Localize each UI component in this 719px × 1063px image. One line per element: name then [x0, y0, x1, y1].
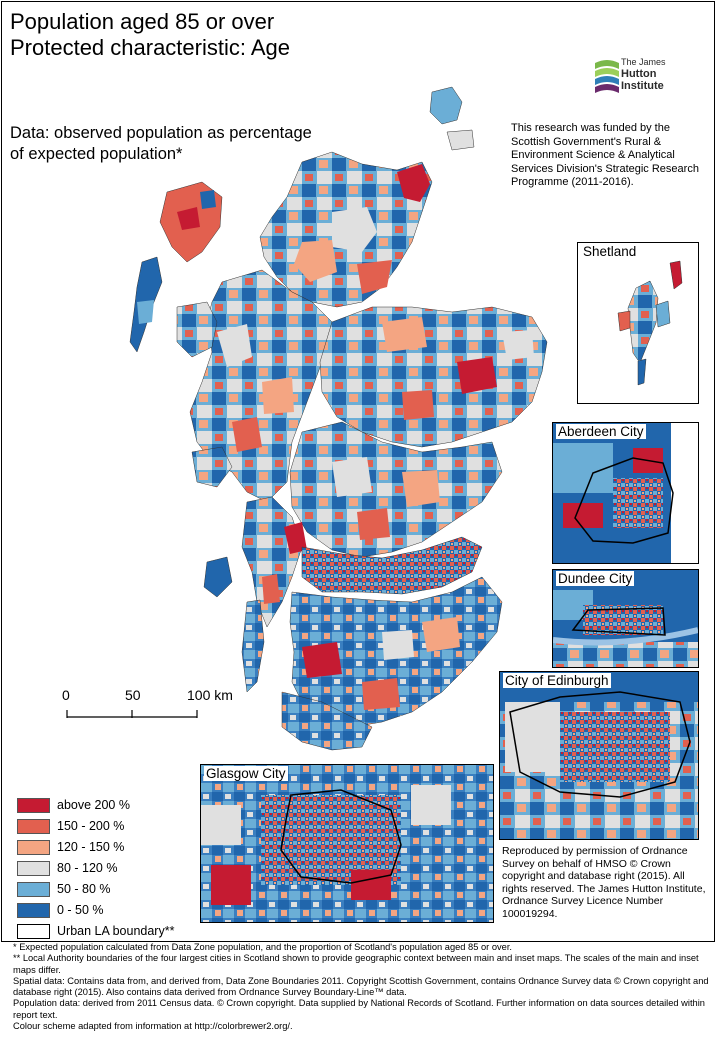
- logo-mark-icon: [595, 60, 619, 93]
- inset-label-dundee: Dundee City: [556, 571, 635, 586]
- inset-label-glasgow: Glasgow City: [204, 766, 288, 781]
- scotland-main-map: [66, 86, 548, 751]
- legend-label: 80 - 120 %: [57, 861, 118, 875]
- map-frame: Population aged 85 or over Protected cha…: [1, 1, 715, 942]
- title-line-2: Protected characteristic: Age: [10, 35, 291, 60]
- legend-item: 120 - 150 %: [17, 839, 217, 856]
- copyright-note: Reproduced by permission of Ordnance Sur…: [502, 845, 706, 920]
- legend-swatch: [17, 882, 50, 897]
- inset-label-aberdeen: Aberdeen City: [556, 424, 646, 439]
- edinburgh-map: [500, 672, 698, 839]
- funding-note: This research was funded by the Scottish…: [511, 122, 699, 188]
- inset-label-edinburgh: City of Edinburgh: [503, 673, 611, 688]
- footnote: * Expected population calculated from Da…: [13, 942, 512, 952]
- footnote: Colour scheme adapted from information a…: [13, 1021, 293, 1032]
- inset-dundee: Dundee City: [552, 569, 699, 668]
- legend-swatch: [17, 798, 50, 813]
- logo-line-1: The James: [621, 57, 666, 67]
- footnote: Spatial data: Contains data from, and de…: [13, 975, 709, 998]
- legend-item: Urban LA boundary**: [17, 923, 217, 940]
- scale-labels: 0 50 100 km: [57, 687, 247, 727]
- legend-item: 80 - 120 %: [17, 860, 217, 877]
- inset-glasgow: Glasgow City: [200, 764, 494, 923]
- dundee-map: [553, 570, 698, 667]
- glasgow-map: [201, 765, 493, 922]
- scale-label-0: 0: [62, 687, 70, 703]
- legend-label: 0 - 50 %: [57, 903, 104, 917]
- logo-line-2: Hutton: [621, 68, 657, 80]
- legend-label: 150 - 200 %: [57, 819, 125, 833]
- legend-swatch: [17, 903, 50, 918]
- james-hutton-logo: The James Hutton Institute: [593, 55, 688, 101]
- map-title: Population aged 85 or over Protected cha…: [10, 9, 290, 61]
- subtitle-line-2: of expected population*: [10, 145, 183, 163]
- footnote: ** Local Authority boundaries of the fou…: [13, 953, 699, 975]
- legend-swatch: [17, 924, 50, 939]
- inset-label-shetland: Shetland: [581, 244, 639, 259]
- legend-item: 0 - 50 %: [17, 902, 217, 919]
- legend-item: above 200 %: [17, 797, 217, 814]
- shetland-map: [617, 260, 683, 386]
- scale-label-50: 50: [125, 687, 141, 703]
- legend-label: 50 - 80 %: [57, 882, 111, 896]
- aberdeen-map: [553, 423, 698, 563]
- footnotes: * Expected population calculated from Da…: [13, 942, 713, 1032]
- logo-line-3: Institute: [621, 80, 664, 92]
- legend-swatch: [17, 861, 50, 876]
- inset-aberdeen: Aberdeen City: [552, 422, 699, 564]
- legend-item: 150 - 200 %: [17, 818, 217, 835]
- map-subtitle: Data: observed population as percentage …: [10, 123, 390, 165]
- legend-swatch: [17, 819, 50, 834]
- legend-item: 50 - 80 %: [17, 881, 217, 898]
- subtitle-line-1: Data: observed population as percentage: [10, 124, 312, 142]
- scale-label-100: 100 km: [187, 687, 233, 703]
- inset-edinburgh: City of Edinburgh: [499, 671, 699, 840]
- scale-bar: [66, 710, 198, 718]
- legend-label: Urban LA boundary**: [57, 924, 175, 938]
- legend-swatch: [17, 840, 50, 855]
- legend-label: 120 - 150 %: [57, 840, 125, 854]
- title-line-1: Population aged 85 or over: [10, 9, 275, 34]
- legend-label: above 200 %: [57, 798, 130, 812]
- footnote: Population data: derived from 2011 Censu…: [13, 998, 705, 1020]
- inset-shetland: Shetland: [577, 242, 699, 404]
